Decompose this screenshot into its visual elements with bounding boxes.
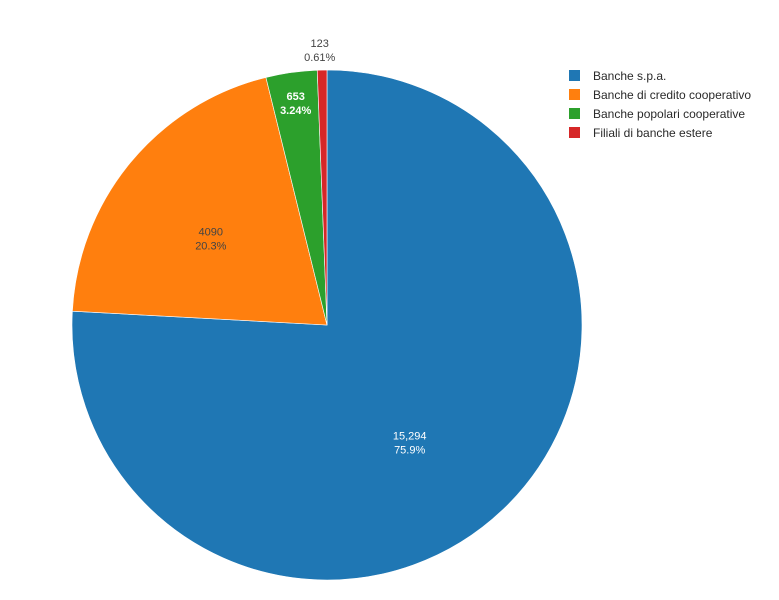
slice-banche-s-p-a[interactable]: [71, 69, 583, 581]
slice-banche-di-credito-cooperativo[interactable]: [72, 77, 328, 326]
legend-item-banche-di-credito-cooperativo[interactable]: Banche di credito cooperativo: [569, 88, 751, 102]
legend-swatch: [569, 70, 580, 81]
pie-slices: [71, 69, 583, 581]
legend-label: Banche di credito cooperativo: [593, 88, 751, 102]
legend-swatch: [569, 108, 580, 119]
slice-value-label-banche-popolari-cooperative: 653: [286, 91, 304, 103]
legend: Banche s.p.a. Banche di credito cooperati…: [569, 69, 751, 140]
slice-percent-label-banche-di-credito-cooperativo: 20.3%: [195, 241, 226, 253]
slice-percent-label-banche-s-p-a: 75.9%: [394, 445, 425, 457]
legend-item-filiali-di-banche-estere[interactable]: Filiali di banche estere: [569, 126, 713, 140]
slice-percent-label-filiali-di-banche-estere: 0.61%: [304, 52, 335, 64]
slice-percent-label-banche-popolari-cooperative: 3.24%: [280, 105, 311, 117]
slice-value-label-banche-s-p-a: 15,294: [393, 431, 427, 443]
legend-label: Filiali di banche estere: [593, 126, 713, 140]
slice-value-label-filiali-di-banche-estere: 123: [311, 38, 329, 50]
legend-label: Banche s.p.a.: [593, 69, 666, 83]
legend-label: Banche popolari cooperative: [593, 107, 745, 121]
legend-item-banche-s-p-a[interactable]: Banche s.p.a.: [569, 69, 666, 83]
slice-filiali-di-banche-estere[interactable]: [316, 69, 328, 326]
legend-swatch: [569, 127, 580, 138]
pie-labels: 15,294 75.9% 4090 20.3% 653 3.24% 123 0.61%: [195, 38, 426, 457]
slice-value-label-banche-di-credito-cooperativo: 4090: [199, 227, 223, 239]
legend-item-banche-popolari-cooperative[interactable]: Banche popolari cooperative: [569, 107, 745, 121]
legend-swatch: [569, 89, 580, 100]
